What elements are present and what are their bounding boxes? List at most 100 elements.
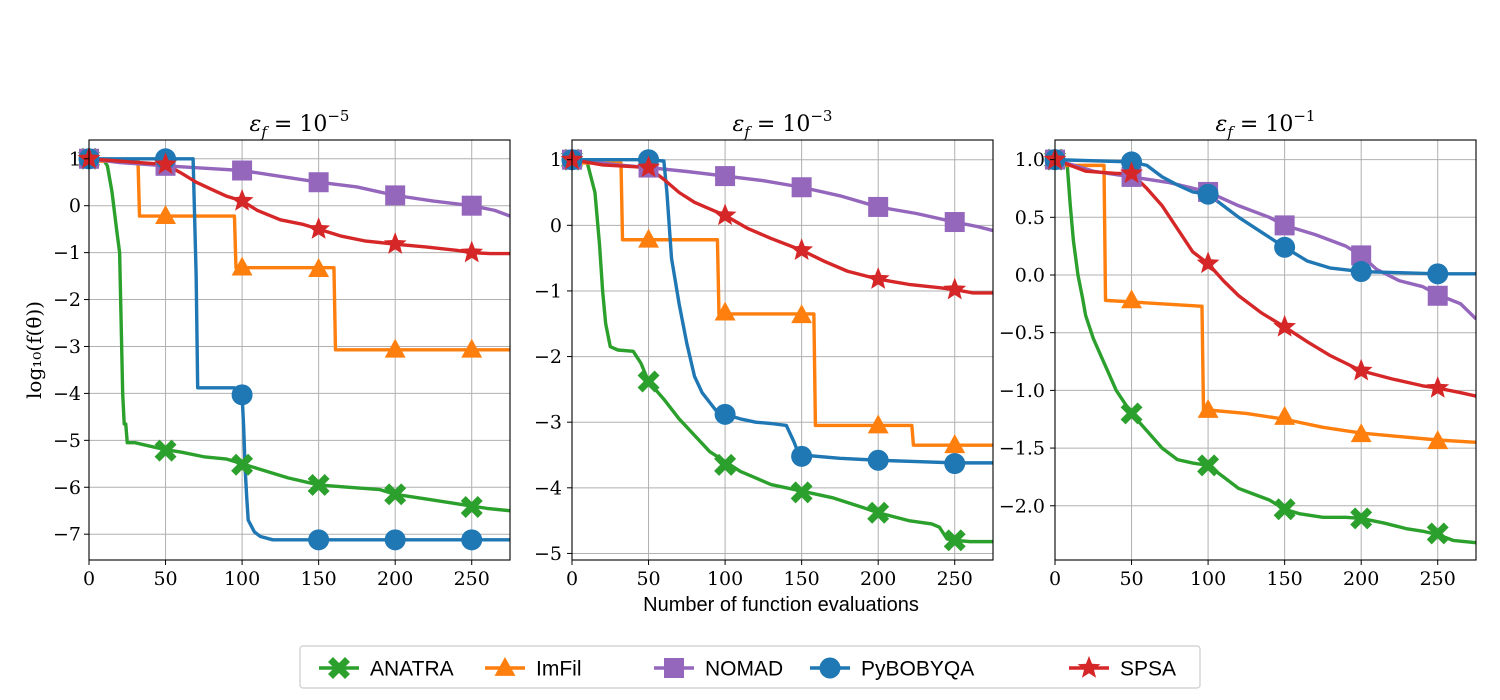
- marker-pybobyqa: [231, 384, 253, 406]
- y-tick-label: −0.5: [999, 322, 1045, 344]
- legend: ANATRA ImFil NOMAD PyBOBYQA SPSA: [299, 645, 1201, 689]
- y-tick-label: −1: [534, 280, 562, 302]
- series-line-imfil: [89, 159, 510, 352]
- marker-imfil: [461, 338, 483, 358]
- marker-spsa: [1120, 161, 1143, 184]
- subplot-title: εf = 10−3: [733, 107, 833, 141]
- grid: [571, 140, 993, 560]
- x-tick-label: 250: [454, 568, 490, 590]
- title-subscript: f: [260, 123, 269, 141]
- plot-frame: [1054, 139, 1477, 561]
- series-line-spsa: [1055, 158, 1476, 398]
- marker-pybobyqa: [461, 529, 483, 551]
- x-tick-label: 200: [1343, 568, 1379, 590]
- marker-nomad: [791, 177, 812, 198]
- x-tick-label: 50: [636, 568, 660, 590]
- marker-spsa: [1426, 376, 1450, 398]
- marker-pybobyqa: [1427, 263, 1449, 285]
- marker-nomad: [461, 195, 482, 216]
- legend-label: PyBOBYQA: [861, 658, 974, 681]
- legend-marker: [328, 657, 350, 679]
- marker-anatra: [867, 501, 890, 524]
- marker-imfil: [1350, 423, 1372, 443]
- y-tick-label: −2: [534, 346, 562, 368]
- marker-spsa: [1349, 358, 1373, 381]
- marker-imfil: [1121, 289, 1142, 309]
- marker-imfil: [1274, 405, 1296, 425]
- legend-frame: [299, 645, 1201, 689]
- y-tick-label: 0.5: [1015, 207, 1045, 229]
- title-equals: = 10: [267, 112, 327, 137]
- marker-pybobyqa: [1197, 183, 1219, 205]
- series-line-spsa: [572, 158, 993, 295]
- marker-imfil: [944, 434, 966, 454]
- title-equals: = 10: [750, 112, 810, 137]
- y-tick-label: 1.0: [1015, 149, 1045, 171]
- legend-marker: [494, 657, 516, 676]
- y-tick-label: 1: [69, 148, 81, 170]
- series-line-pybobyqa: [1055, 157, 1476, 276]
- marker-nomad: [868, 196, 889, 217]
- marker-anatra: [307, 473, 330, 496]
- legend-item-imfil: ImFil: [485, 657, 582, 681]
- y-tick-label: −5: [534, 543, 562, 565]
- marker-nomad: [1427, 285, 1448, 306]
- y-tick-label: −3: [534, 412, 562, 434]
- y-tick-label: −3: [53, 336, 81, 358]
- y-tick-label: −7: [53, 524, 81, 546]
- y-tick-label: −2.0: [999, 495, 1045, 517]
- marker-nomad: [308, 172, 329, 193]
- legend-marker: [664, 658, 684, 678]
- y-tick-label: −2: [53, 289, 81, 311]
- marker-imfil: [231, 256, 253, 276]
- marker-nomad: [232, 160, 253, 181]
- series-line-pybobyqa: [572, 157, 993, 465]
- series-lines: [89, 157, 510, 542]
- x-tick-label: 50: [1119, 568, 1143, 590]
- title-epsilon: ε: [733, 112, 745, 137]
- series-markers: [77, 146, 484, 551]
- marker-anatra: [231, 453, 254, 476]
- series-line-nomad: [572, 158, 993, 233]
- title-exponent: −5: [327, 107, 349, 125]
- legend-label: ANATRA: [370, 658, 454, 681]
- marker-anatra: [460, 495, 483, 518]
- marker-spsa: [383, 232, 407, 254]
- marker-spsa: [637, 155, 660, 178]
- marker-anatra: [384, 483, 407, 506]
- y-tick-label: −4: [534, 477, 562, 499]
- legend-item-pybobyqa: PyBOBYQA: [810, 657, 974, 681]
- legend-label: ImFil: [536, 658, 582, 681]
- marker-spsa: [713, 203, 737, 226]
- marker-imfil: [1197, 399, 1219, 418]
- subplot-3: 0 50 100 150 200 250 1.0 0.5 0.0 −0.5 −1.0 −1.5 −2.0…: [999, 107, 1477, 590]
- title-subscript: f: [1226, 123, 1235, 141]
- marker-pybobyqa: [791, 445, 813, 467]
- legend-item-spsa: SPSA: [1069, 656, 1176, 681]
- marker-nomad: [715, 166, 736, 187]
- series-line-nomad: [1055, 157, 1476, 321]
- series-line-imfil: [572, 161, 993, 447]
- marker-pybobyqa: [944, 453, 966, 475]
- title-exponent: −3: [810, 107, 832, 125]
- marker-imfil: [308, 258, 330, 277]
- marker-anatra: [943, 529, 966, 552]
- marker-anatra: [1197, 454, 1220, 477]
- marker-imfil: [791, 304, 813, 324]
- marker-anatra: [714, 453, 737, 476]
- marker-anatra: [1426, 522, 1449, 545]
- marker-nomad: [1274, 215, 1295, 236]
- marker-spsa: [1196, 251, 1220, 274]
- title-epsilon: ε: [250, 112, 262, 137]
- y-axis-label: log₁₀(f(θ)): [22, 301, 46, 399]
- x-tick-label: 50: [153, 568, 177, 590]
- x-tick-label: 200: [860, 568, 896, 590]
- x-tick-label: 100: [224, 568, 260, 590]
- plot-frame: [571, 139, 994, 561]
- marker-pybobyqa: [308, 529, 330, 551]
- marker-spsa: [460, 240, 484, 263]
- x-tick-label: 150: [1267, 568, 1303, 590]
